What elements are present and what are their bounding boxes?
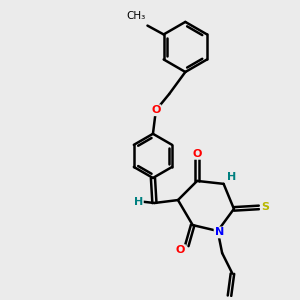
Text: H: H <box>227 172 236 182</box>
Text: CH₃: CH₃ <box>127 11 146 21</box>
Text: O: O <box>151 105 160 115</box>
Text: O: O <box>192 149 202 159</box>
Text: S: S <box>261 202 269 212</box>
Text: N: N <box>214 227 224 237</box>
Text: O: O <box>176 245 185 255</box>
Text: H: H <box>134 196 143 206</box>
